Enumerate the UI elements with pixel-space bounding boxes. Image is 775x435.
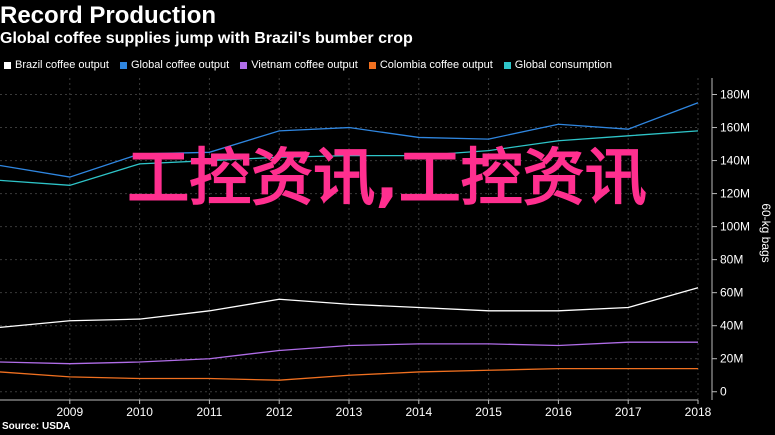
chart-title: Record Production [0, 2, 217, 29]
legend-label: Brazil coffee output [15, 59, 109, 71]
series-line-global-coffee-output [0, 102, 699, 178]
legend-swatch [503, 61, 511, 69]
y-tick-label: 40M [720, 319, 743, 333]
legend-item: Brazil coffee output [4, 59, 109, 71]
legend-item: Global consumption [503, 59, 613, 71]
x-tick-label: 2012 [266, 405, 293, 419]
y-tick-label: 60M [720, 286, 743, 300]
y-tick-label: 140M [720, 154, 750, 168]
legend-label: Global coffee output [130, 59, 230, 71]
series-line-vietnam-coffee-output [0, 341, 698, 365]
legend: Brazil coffee output Global coffee output… [4, 58, 623, 72]
x-tick-label: 2016 [545, 405, 572, 419]
legend-item: Vietnam coffee output [240, 59, 358, 71]
x-axis: 2009 2010 2011 2012 2013 2014 2015 2016 2017 2018 [0, 399, 712, 419]
y-tick-label: 120M [720, 187, 750, 201]
x-tick-label: 2017 [615, 405, 642, 419]
legend-label: Vietnam coffee output [251, 59, 358, 71]
x-tick-label: 2014 [405, 405, 432, 419]
y-tick-label: 80M [720, 253, 743, 267]
watermark-overlay-text: 工控资讯,工控资讯 [127, 141, 647, 214]
y-axis: 0 20M 40M 60M 80M 100M 120M 140M 160M 180M [711, 78, 750, 400]
legend-swatch [240, 61, 248, 69]
legend-label: Global consumption [514, 59, 613, 71]
legend-item: Global coffee output [119, 59, 230, 71]
legend-swatch [368, 61, 376, 69]
source-note: Source: USDA [2, 421, 71, 432]
legend-label: Colombia coffee output [379, 59, 493, 71]
series-line-brazil-coffee-output [0, 287, 699, 328]
x-tick-label: 2011 [196, 405, 222, 419]
gridlines [0, 78, 699, 400]
x-tick-label: 2015 [475, 405, 502, 419]
x-tick-label: 2018 [685, 405, 712, 419]
y-axis-title: 60-kg bags [759, 203, 773, 262]
legend-swatch [119, 61, 127, 69]
y-tick-label: 20M [720, 352, 743, 366]
x-tick-label: 2013 [336, 405, 363, 419]
y-tick-label: 180M [720, 88, 750, 102]
y-tick-label: 100M [720, 220, 750, 234]
chart-subtitle: Global coffee supplies jump with Brazil'… [0, 30, 413, 47]
x-tick-label: 2010 [126, 405, 153, 419]
series-line-global-consumption [0, 130, 699, 186]
x-tick-label: 2009 [56, 405, 83, 419]
y-tick-label: 160M [720, 121, 750, 135]
y-tick-label: 0 [720, 385, 727, 399]
legend-item: Colombia coffee output [368, 59, 493, 71]
series-lines [0, 102, 699, 381]
legend-swatch [4, 61, 11, 69]
series-line-colombia-coffee-output [0, 367, 698, 381]
